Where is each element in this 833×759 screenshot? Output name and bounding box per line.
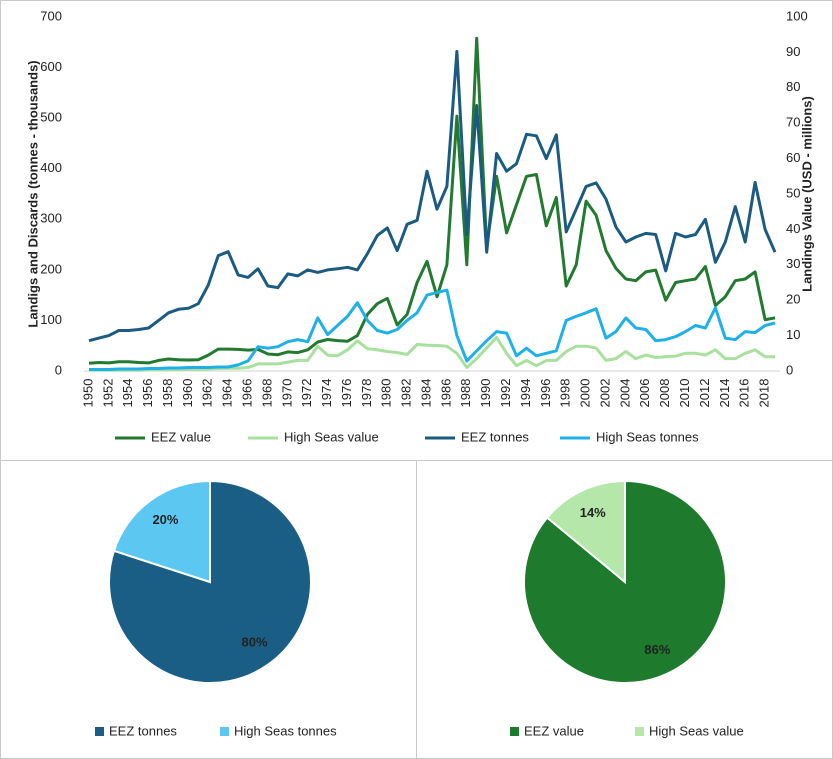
x-tick-label: 2008 (657, 379, 672, 408)
x-tick-label: 1976 (339, 379, 354, 408)
series-line (89, 335, 775, 372)
x-tick-label: 1978 (359, 379, 374, 408)
x-tick-label: 2002 (597, 379, 612, 408)
legend-symbol (220, 727, 229, 736)
x-tick-label: 2010 (677, 379, 692, 408)
x-tick-label: 1974 (319, 379, 334, 408)
y-tick-label: 300 (40, 211, 62, 226)
data-label: 20% (152, 512, 178, 527)
y-tick-label: 600 (40, 59, 62, 74)
legend-label: High Seas value (649, 723, 744, 738)
y2-axis-label: Landings Value (USD - millions) (799, 96, 814, 292)
y-axis-label: Landigs and Discards (tonnes - thousands… (25, 60, 40, 327)
x-tick-label: 1998 (558, 379, 573, 408)
data-label: 86% (644, 642, 670, 657)
y2-tick-label: 10 (786, 327, 800, 342)
data-label: 80% (242, 635, 268, 650)
y2-tick-label: 90 (786, 44, 800, 59)
series-line (88, 36, 776, 365)
y2-tick-label: 20 (786, 292, 800, 307)
x-tick-label: 1970 (279, 379, 294, 408)
pie-slice (545, 479, 626, 585)
x-tick-label: 1996 (538, 379, 553, 408)
x-tick-label: 1988 (458, 379, 473, 408)
x-tick-label: 1958 (160, 379, 175, 408)
x-tick-label: 2006 (637, 379, 652, 408)
x-tick-label: 2014 (717, 379, 732, 408)
legend-label: EEZ value (524, 723, 584, 738)
legend-label: EEZ tonnes (109, 723, 177, 738)
series-line (89, 288, 776, 371)
x-tick-label: 1968 (259, 379, 274, 408)
x-tick-label: 1986 (438, 379, 453, 408)
x-tick-label: 1966 (239, 379, 254, 408)
x-tick-label: 2018 (757, 379, 772, 408)
x-tick-label: 1982 (399, 379, 414, 408)
legend-label: High Seas value (284, 429, 379, 444)
y-tick-label: 500 (40, 110, 62, 125)
x-tick-label: 2012 (697, 379, 712, 408)
x-tick-label: 1972 (299, 379, 314, 408)
x-tick-label: 1950 (80, 379, 95, 408)
legend-label: EEZ value (151, 429, 211, 444)
y-tick-label: 700 (40, 8, 62, 23)
pie-slice (112, 479, 211, 584)
x-tick-label: 2000 (578, 379, 593, 408)
y2-tick-label: 100 (786, 8, 808, 23)
x-tick-label: 1994 (518, 379, 533, 408)
data-label: 14% (580, 505, 606, 520)
y-tick-label: 100 (40, 312, 62, 327)
x-tick-label: 1990 (478, 379, 493, 408)
y-tick-label: 200 (40, 261, 62, 276)
legend-label: High Seas tonnes (234, 723, 337, 738)
x-tick-label: 1960 (180, 379, 195, 408)
x-tick-label: 2016 (737, 379, 752, 408)
x-tick-label: 1980 (379, 379, 394, 408)
legend-label: EEZ tonnes (461, 429, 529, 444)
y-tick-label: 0 (55, 362, 62, 377)
legend-symbol (95, 727, 104, 736)
x-tick-label: 1962 (200, 379, 215, 408)
x-tick-label: 1954 (120, 379, 135, 408)
x-tick-label: 1956 (140, 379, 155, 408)
y2-tick-label: 40 (786, 221, 800, 236)
y2-tick-label: 80 (786, 79, 800, 94)
series-line (88, 49, 777, 343)
x-tick-label: 1952 (100, 379, 115, 408)
y-tick-label: 400 (40, 160, 62, 175)
y2-tick-label: 30 (786, 256, 800, 271)
legend-symbol (510, 727, 519, 736)
legend-symbol (635, 727, 644, 736)
y2-tick-label: 0 (786, 362, 793, 377)
x-tick-label: 2004 (617, 379, 632, 408)
y2-tick-label: 70 (786, 115, 800, 130)
x-tick-label: 1984 (418, 379, 433, 408)
legend-label: High Seas tonnes (596, 429, 699, 444)
y2-tick-label: 50 (786, 185, 800, 200)
x-tick-label: 1992 (498, 379, 513, 408)
y2-tick-label: 60 (786, 150, 800, 165)
x-tick-label: 1964 (220, 379, 235, 408)
